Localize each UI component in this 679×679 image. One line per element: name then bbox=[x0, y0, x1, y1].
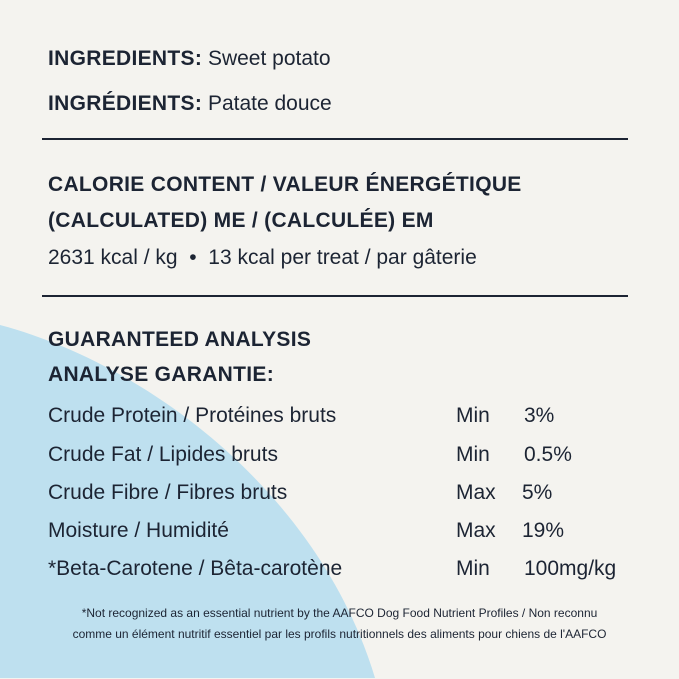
divider bbox=[42, 138, 628, 140]
nutrient-value: 0.5% bbox=[524, 443, 572, 466]
nutrient-qualifier: Min bbox=[456, 557, 490, 580]
nutrient-value: 3% bbox=[524, 404, 555, 427]
calorie-title-2: (CALCULATED) ME / (CALCULÉE) EM bbox=[48, 209, 434, 232]
analysis-title-2: ANALYSE GARANTIE: bbox=[48, 363, 275, 386]
ingredients-en: INGREDIENTS: Sweet potato bbox=[48, 47, 331, 71]
analysis-title-1: GUARANTEED ANALYSIS bbox=[48, 328, 312, 351]
ingredients-en-value: Sweet potato bbox=[207, 47, 331, 70]
nutrient-name: Crude Fibre / Fibres bruts bbox=[48, 481, 288, 504]
nutrient-value: 100mg/kg bbox=[524, 557, 617, 580]
ingredients-fr: INGRÉDIENTS: Patate douce bbox=[48, 92, 332, 116]
blue-background-shape bbox=[0, 325, 375, 678]
analysis-row: Crude Fat / Lipides bruts Min 0.5% bbox=[48, 443, 628, 469]
nutrient-name: Crude Protein / Protéines bruts bbox=[48, 404, 337, 427]
nutrient-qualifier: Min bbox=[456, 443, 490, 466]
analysis-row: *Beta-Carotene / Bêta-carotène Min 100mg… bbox=[48, 557, 628, 583]
calorie-per-treat: 13 kcal per treat / par gâterie bbox=[208, 246, 477, 269]
calorie-per-kg: 2631 kcal / kg bbox=[48, 246, 178, 269]
calorie-title-1: CALORIE CONTENT / VALEUR ÉNERGÉTIQUE bbox=[48, 173, 522, 196]
nutrient-value: 19% bbox=[522, 519, 565, 542]
nutrient-qualifier: Min bbox=[456, 404, 490, 427]
footnote-line-2: comme un élément nutritif essentiel par … bbox=[72, 627, 607, 641]
ingredients-fr-label: INGRÉDIENTS: bbox=[48, 92, 203, 115]
nutrient-qualifier: Max bbox=[456, 519, 496, 542]
analysis-row: Moisture / Humidité Max 19% bbox=[48, 519, 628, 545]
nutrient-name: Moisture / Humidité bbox=[48, 519, 229, 542]
nutrient-name: *Beta-Carotene / Bêta-carotène bbox=[48, 557, 343, 580]
divider bbox=[42, 295, 628, 297]
analysis-row: Crude Fibre / Fibres bruts Max 5% bbox=[48, 481, 628, 507]
ingredients-fr-value: Patate douce bbox=[207, 92, 332, 115]
calorie-values: 2631 kcal / kg • 13 kcal per treat / par… bbox=[48, 246, 477, 270]
nutrient-name: Crude Fat / Lipides bruts bbox=[48, 443, 278, 466]
footnote-line-1: *Not recognized as an essential nutrient… bbox=[81, 606, 598, 620]
nutrient-qualifier: Max bbox=[456, 481, 496, 504]
bullet: • bbox=[189, 246, 197, 269]
analysis-row: Crude Protein / Protéines bruts Min 3% bbox=[48, 404, 628, 430]
nutrient-value: 5% bbox=[522, 481, 553, 504]
ingredients-en-label: INGREDIENTS: bbox=[48, 47, 203, 70]
